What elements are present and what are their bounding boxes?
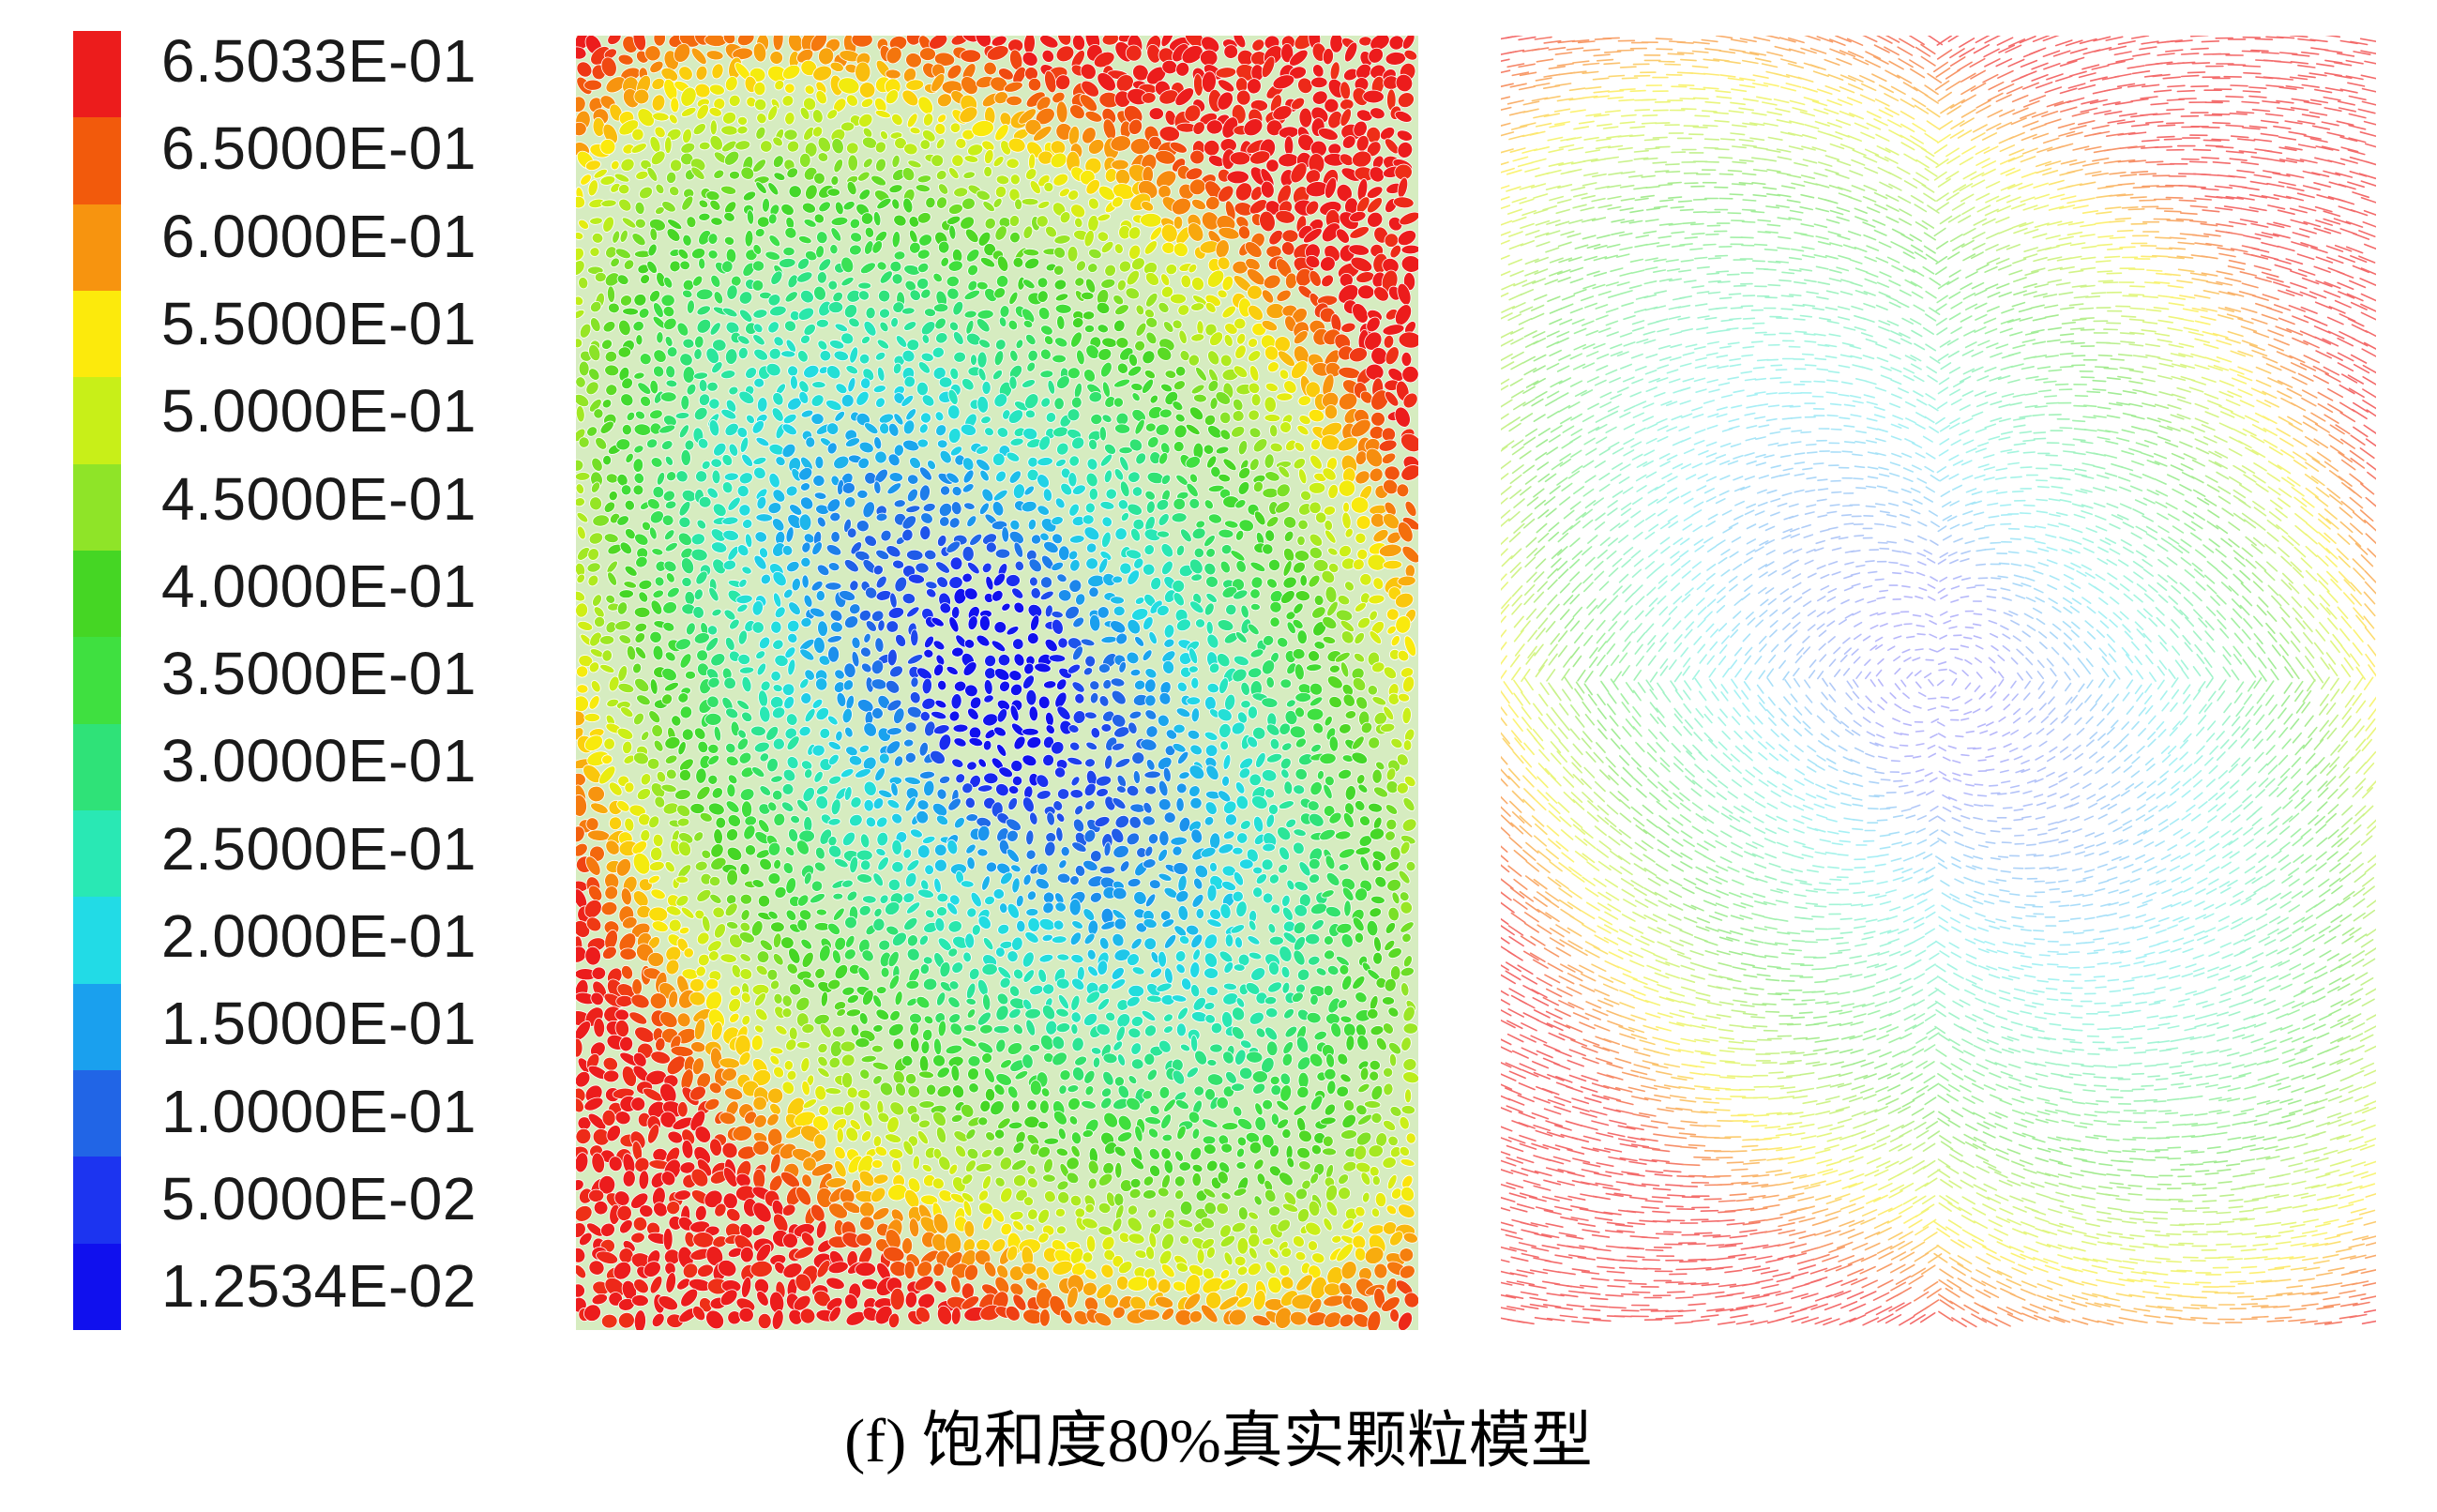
colorbar-label: 1.5000E-01 [161, 990, 477, 1058]
colorbar-label: 5.0000E-02 [161, 1164, 477, 1232]
colorbar-swatch [73, 551, 121, 638]
colorbar-swatch [73, 637, 121, 725]
flow-vector-plot [1501, 36, 2376, 1328]
particles [576, 36, 1418, 1330]
colorbar-label: 2.5000E-01 [161, 814, 477, 883]
colorbar-label: 1.2534E-02 [161, 1252, 477, 1321]
colorbar-label: 6.5000E-01 [161, 114, 477, 183]
particle-saturation-plot [576, 36, 1418, 1330]
colorbar-label: 6.5033E-01 [161, 27, 477, 95]
colorbar-label: 1.0000E-01 [161, 1077, 477, 1145]
colorbar-swatch [73, 463, 121, 552]
colorbar-swatch [73, 291, 121, 378]
colorbar [73, 31, 121, 1331]
colorbar-swatch [73, 983, 121, 1071]
colorbar-label: 4.5000E-01 [161, 464, 477, 533]
colorbar-swatch [73, 897, 121, 985]
colorbar-label: 3.5000E-01 [161, 640, 477, 708]
colorbar-swatch [73, 1243, 121, 1331]
colorbar-labels: 6.5033E-01 6.5000E-01 6.0000E-01 5.5000E-01… [161, 31, 499, 1363]
colorbar-swatch [73, 377, 121, 465]
colorbar-swatch [73, 204, 121, 292]
colorbar-label: 5.5000E-01 [161, 289, 477, 357]
colorbar-label: 5.0000E-01 [161, 377, 477, 446]
colorbar-label: 6.0000E-01 [161, 202, 477, 270]
colorbar-swatch [73, 1070, 121, 1157]
flow-vectors [1501, 36, 2376, 1328]
colorbar-swatch [73, 810, 121, 898]
colorbar-label: 3.0000E-01 [161, 727, 477, 795]
figure-caption: (f) 饱和度80%真实颗粒模型 [844, 1407, 1593, 1475]
colorbar-label: 4.0000E-01 [161, 552, 477, 620]
colorbar-label: 2.0000E-01 [161, 902, 477, 970]
colorbar-swatch [73, 31, 121, 118]
colorbar-swatch [73, 1157, 121, 1245]
colorbar-swatch [73, 723, 121, 811]
colorbar-swatch [73, 117, 121, 205]
